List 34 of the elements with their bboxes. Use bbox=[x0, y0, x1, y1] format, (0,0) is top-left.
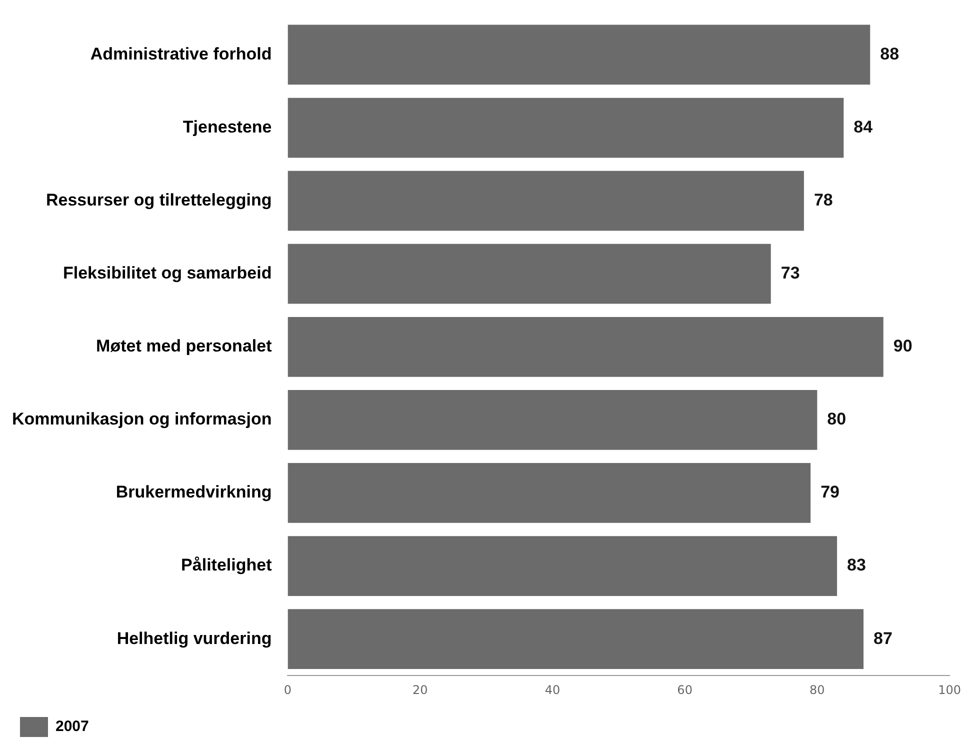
bar bbox=[288, 316, 884, 377]
x-tick-label: 60 bbox=[677, 682, 692, 697]
data-label: 88 bbox=[880, 44, 900, 64]
y-tick-label: Tjenestene bbox=[182, 117, 272, 136]
y-tick-label: Pålitelighet bbox=[181, 556, 272, 575]
data-label: 73 bbox=[780, 264, 800, 283]
bar bbox=[288, 98, 844, 158]
data-label: 84 bbox=[854, 117, 874, 136]
y-tick-label: Administrative forhold bbox=[90, 44, 272, 64]
data-label: 83 bbox=[847, 556, 866, 575]
y-tick-label: Brukermedvirkning bbox=[116, 482, 272, 502]
x-tick-label: 80 bbox=[810, 682, 825, 697]
data-label: 78 bbox=[814, 190, 833, 210]
data-label: 80 bbox=[827, 410, 846, 429]
bar bbox=[288, 244, 771, 304]
y-tick-label: Kommunikasjon og informasjon bbox=[12, 410, 272, 429]
y-tick-label: Helhetlig vurdering bbox=[116, 628, 272, 648]
x-tick-label: 40 bbox=[544, 682, 560, 697]
legend-label: 2007 bbox=[56, 718, 89, 736]
y-tick-label: Fleksibilitet og samarbeid bbox=[62, 264, 272, 283]
bar bbox=[288, 24, 870, 85]
bar bbox=[288, 609, 864, 670]
x-tick-label: 20 bbox=[412, 682, 428, 697]
bar bbox=[288, 390, 818, 450]
bar bbox=[288, 170, 804, 231]
data-label: 79 bbox=[820, 482, 840, 502]
y-tick-label: Ressurser og tilrettelegging bbox=[46, 190, 272, 210]
data-label: 87 bbox=[874, 628, 892, 648]
bar bbox=[288, 463, 811, 523]
x-tick-label: 0 bbox=[284, 682, 292, 697]
bar bbox=[288, 536, 838, 596]
data-label: 90 bbox=[893, 336, 912, 356]
x-tick-label: 100 bbox=[938, 682, 961, 697]
y-tick-label: Møtet med personalet bbox=[96, 336, 272, 356]
